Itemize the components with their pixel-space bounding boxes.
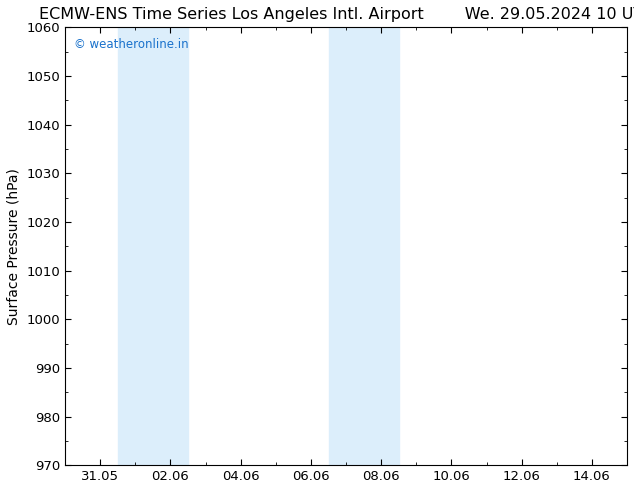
Title: ECMW-ENS Time Series Los Angeles Intl. Airport        We. 29.05.2024 10 UTC: ECMW-ENS Time Series Los Angeles Intl. A…: [39, 7, 634, 22]
Text: © weatheronline.in: © weatheronline.in: [74, 38, 188, 51]
Bar: [328, 27, 399, 465]
Bar: [118, 27, 188, 465]
Y-axis label: Surface Pressure (hPa): Surface Pressure (hPa): [7, 168, 21, 325]
